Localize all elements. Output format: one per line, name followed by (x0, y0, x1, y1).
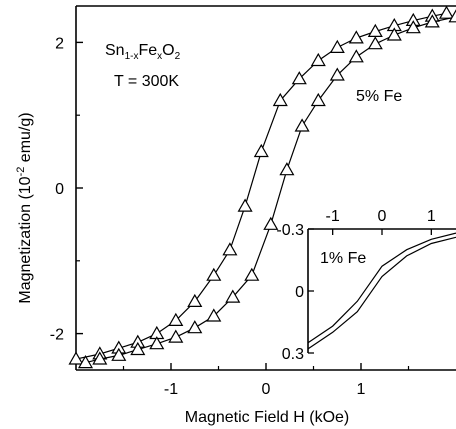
data-point-triangle (244, 267, 260, 281)
inset-series-line-upper (307, 232, 456, 344)
data-point-triangle (187, 320, 203, 334)
data-point-triangle (149, 336, 165, 350)
y-tick-label: -2 (50, 327, 64, 344)
data-point-triangle (310, 92, 326, 107)
data-point-triangle (92, 351, 108, 365)
data-point-triangle (206, 308, 222, 322)
inset-y-tick-label: 0.3 (282, 346, 304, 363)
data-point-triangle (68, 351, 84, 365)
y-tick-label: 2 (55, 35, 64, 52)
x-tick-label: 0 (262, 381, 271, 398)
data-point-triangle (263, 216, 279, 230)
inset-x-tick-label: -1 (326, 208, 340, 225)
inset-axis-ticks: -1 0 1 -0.3 0 0.3 (276, 208, 435, 363)
main-axis-ticks: -1 0 1 2 0 -2 (50, 35, 410, 398)
inset-x-tick-label: 1 (427, 208, 436, 225)
data-point-triangle (405, 20, 421, 34)
data-point-triangle (168, 312, 184, 326)
data-point-triangle (206, 267, 222, 281)
y-axis-label-exponent: -2 (15, 167, 27, 177)
data-point-triangle (310, 52, 326, 67)
data-point-triangle (291, 71, 307, 85)
data-point-triangle (348, 30, 364, 44)
data-point-triangle (272, 92, 288, 107)
y-axis-label-unit: emu/g) (17, 112, 34, 166)
x-tick-label: -1 (164, 381, 178, 398)
x-tick-label: 1 (357, 381, 366, 398)
main-series-group (68, 5, 456, 369)
data-point-triangle (348, 49, 364, 63)
data-point-triangle (448, 9, 456, 23)
data-point-triangle (130, 341, 146, 356)
data-point-triangle (294, 118, 310, 132)
inset-series-line-lower (307, 236, 456, 350)
data-point-triangle (279, 162, 295, 176)
x-axis-label: Magnetic Field H (kOe) (185, 409, 350, 426)
data-point-triangle (111, 347, 127, 361)
data-point-triangle (237, 198, 253, 212)
data-point-triangle (222, 242, 238, 256)
y-tick-label: 0 (55, 181, 64, 198)
data-point-triangle (329, 39, 345, 54)
data-point-triangle (168, 329, 184, 343)
temperature-label: T = 300K (114, 73, 179, 90)
inset-x-tick-label: 0 (378, 208, 387, 225)
data-point-triangle (367, 36, 383, 50)
y-axis-label: Magnetization (10-2 emu/g) (15, 112, 34, 303)
data-point-triangle (424, 14, 440, 28)
data-point-triangle (187, 293, 203, 307)
inset-series-group (307, 232, 456, 350)
composition-label: Sn1-xFexO2 (105, 42, 181, 62)
inset-y-tick-label: -0.3 (276, 222, 304, 239)
data-point-triangle (253, 143, 269, 158)
main-series-label: 5% Fe (356, 88, 402, 105)
inset-series-label: 1% Fe (320, 250, 366, 267)
data-point-triangle (438, 5, 455, 19)
data-point-triangle (386, 27, 402, 41)
inset-y-tick-label: 0 (295, 284, 304, 301)
data-point-triangle (225, 289, 241, 303)
data-point-triangle (329, 67, 345, 81)
data-point-triangle (77, 354, 94, 369)
